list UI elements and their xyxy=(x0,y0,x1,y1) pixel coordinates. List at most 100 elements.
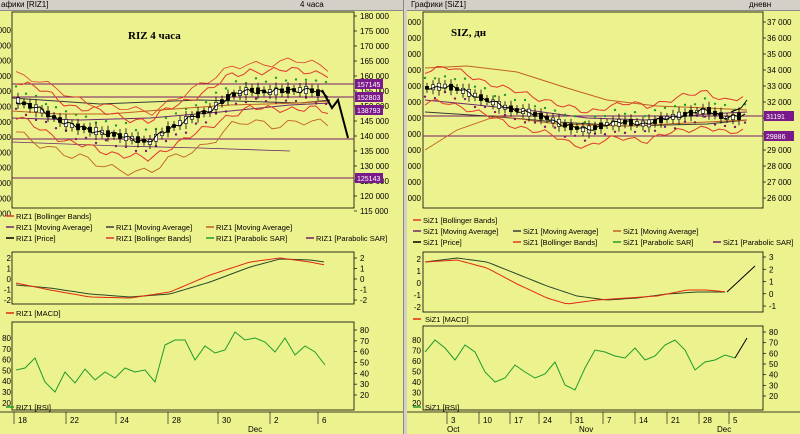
right-rsi-left-label-0: 80 xyxy=(412,336,421,345)
right-rsi-forecast xyxy=(734,337,748,359)
left-sar-green-18 xyxy=(104,120,108,123)
left-macd-pane xyxy=(11,251,355,305)
right-date-label-7: 21 xyxy=(671,416,680,425)
right-price-axis-label-11: 26 000 xyxy=(767,194,792,203)
right-sar-green-26 xyxy=(553,109,557,112)
right-sar-green-18 xyxy=(513,98,517,102)
left-sar-purple-20 xyxy=(114,144,118,148)
right-rsi-axis-label-3: 50 xyxy=(769,360,778,369)
right-sar-green-48 xyxy=(663,106,667,110)
left-macd-label: RIZ1 [MACD] xyxy=(16,309,61,318)
left-cut-label-0: 000 xyxy=(0,26,12,35)
right-legend-entry-1-1: SiZ1 [Moving Average] xyxy=(523,227,598,236)
left-sar-green-42 xyxy=(224,87,228,90)
left-sar-purple-46 xyxy=(244,101,248,104)
right-rsi-axis-label-4: 40 xyxy=(769,371,778,380)
right-date-label-9: 5 xyxy=(733,416,738,425)
left-date-label-4: 30 xyxy=(222,416,231,425)
left-sar-purple-4 xyxy=(34,118,38,122)
right-rsi-pane xyxy=(422,325,764,411)
left-price-axis-label-4: 160 000 xyxy=(360,72,389,81)
left-price-tag-bg-2 xyxy=(355,105,383,115)
right-ma-orange2 xyxy=(424,115,748,151)
right-bb-lower xyxy=(424,99,744,149)
left-legend-entry-2-1: RIZ1 [Bollinger Bands] xyxy=(116,234,191,243)
right-sar-purple-24 xyxy=(543,125,547,128)
left-window-name: афики [RIZ1] xyxy=(1,0,49,9)
left-price-axis-label-5: 155 000 xyxy=(360,87,389,96)
right-candle-body-11 xyxy=(491,99,495,106)
right-macd-axis-label-1: 2 xyxy=(769,265,774,274)
right-rsi-label: SiZ1 [RSI] xyxy=(425,403,459,412)
left-rsi-left-label-3: 50 xyxy=(2,366,11,375)
left-candle-body-29 xyxy=(190,114,194,120)
left-sar-green-8 xyxy=(54,106,58,109)
right-price-pane xyxy=(422,11,764,209)
left-sar-purple-42 xyxy=(224,110,228,113)
left-sar-green-10 xyxy=(64,110,68,113)
left-sar-green-56 xyxy=(294,78,298,81)
right-sar-green-42 xyxy=(633,110,637,114)
right-price-axis-label-9: 28 000 xyxy=(767,162,792,171)
right-price-axis-label-0: 37 000 xyxy=(767,18,792,27)
left-sar-purple-0 xyxy=(14,107,18,110)
left-rsi-axis-label-6: 20 xyxy=(360,391,369,400)
right-sar-purple-64 xyxy=(743,121,747,124)
right-legend-entry-2-2: SiZ1 [Parabolic SAR] xyxy=(623,238,693,247)
right-rsi-left-label-2: 60 xyxy=(412,357,421,366)
left-sar-green-50 xyxy=(264,80,268,83)
left-chart-title: RIZ 4 часа xyxy=(128,30,181,42)
right-cut-label-8: 29 000 xyxy=(407,146,422,155)
left-price-axis-label-9: 135 000 xyxy=(360,147,389,156)
right-rsi-line xyxy=(424,339,736,391)
right-month-label-2: Dec xyxy=(717,425,731,434)
right-sar-purple-30 xyxy=(573,134,577,137)
right-rsi-axis-label-2: 60 xyxy=(769,349,778,358)
right-rsi-left-label-3: 50 xyxy=(412,368,421,377)
right-sar-green-4 xyxy=(443,75,447,78)
left-price-tag-1: 152803 xyxy=(357,95,380,102)
left-rsi-left-label-0: 80 xyxy=(2,334,11,343)
right-date-label-5: 7 xyxy=(607,416,612,425)
left-date-label-3: 28 xyxy=(172,416,181,425)
right-ma-orange xyxy=(424,65,748,111)
left-sar-green-34 xyxy=(184,107,188,111)
left-sar-green-12 xyxy=(74,113,78,116)
right-sar-green-46 xyxy=(653,108,657,112)
left-macd-left-label-1: 1 xyxy=(7,265,12,274)
left-candle-body-0 xyxy=(16,97,20,105)
left-sar-green-4 xyxy=(34,94,38,98)
right-sar-purple-12 xyxy=(483,105,487,109)
left-legend-entry-2-2: RIZ1 [Parabolic SAR] xyxy=(216,234,287,243)
right-forecast-line xyxy=(730,99,748,113)
right-sar-purple-22 xyxy=(533,121,537,124)
right-title-bar: Графики [SiZ1] дневн xyxy=(407,0,800,11)
right-date-label-4: 31 xyxy=(575,416,584,425)
left-price-tag-0: 157145 xyxy=(357,82,380,89)
left-cut-label-10: 000 xyxy=(0,179,12,188)
right-price-tag-bg-0 xyxy=(764,111,794,121)
right-sar-green-22 xyxy=(533,105,537,108)
right-cut-label-0: 37 000 xyxy=(407,18,422,27)
right-macd-axis-label-3: 0 xyxy=(769,290,774,299)
right-candle-body-35 xyxy=(635,121,639,125)
right-rsi-left-label-1: 70 xyxy=(412,347,421,356)
left-sar-purple-12 xyxy=(74,137,78,141)
right-legend-entry-1-2: SiZ1 [Moving Average] xyxy=(623,227,698,236)
right-month-label-1: Nov xyxy=(579,425,593,434)
left-date-label-5: 2 xyxy=(274,416,279,425)
left-sar-purple-14 xyxy=(84,136,88,140)
left-legend-entry-2-0: RIZ1 [Price] xyxy=(16,234,56,243)
right-month-label-0: Oct xyxy=(447,425,460,434)
right-price-line xyxy=(424,85,746,131)
left-sar-green-32 xyxy=(174,112,178,115)
left-sar-green-24 xyxy=(134,128,138,132)
right-candle-body-24 xyxy=(569,123,573,131)
left-sar-purple-54 xyxy=(284,99,288,102)
left-rsi-left-label-2: 60 xyxy=(2,356,11,365)
left-rsi-axis-label-4: 40 xyxy=(360,369,369,378)
right-candle-body-42 xyxy=(677,111,681,120)
left-sar-green-30 xyxy=(164,116,168,120)
left-sar-green-26 xyxy=(144,128,148,131)
